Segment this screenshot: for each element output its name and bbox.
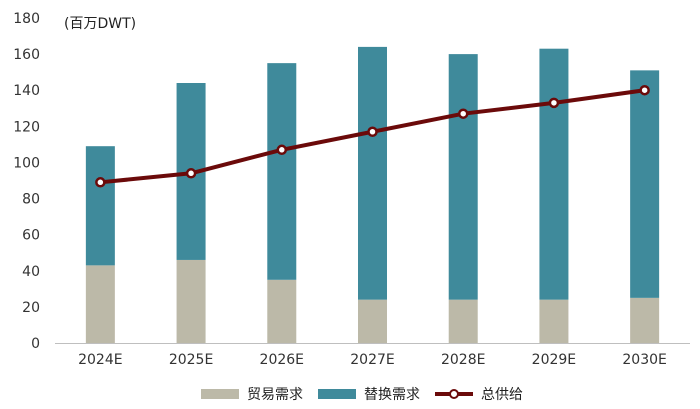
total-supply-point <box>276 144 288 156</box>
y-tick-label: 80 <box>22 192 40 208</box>
total-supply-point <box>639 84 650 96</box>
legend-swatch-trade-demand <box>201 389 239 399</box>
x-tick-label: 2027E <box>350 352 394 368</box>
bar-trade-demand <box>267 279 297 343</box>
x-tick-label: 2030E <box>622 352 666 368</box>
legend-item-total-supply: 总供给 <box>435 382 523 406</box>
bar-replacement-demand <box>267 63 297 280</box>
y-tick-label: 0 <box>31 336 40 352</box>
bar-replacement-demand <box>539 48 569 300</box>
bar-replacement-demand <box>358 46 387 300</box>
legend: 贸易需求 替换需求 总供给 <box>0 382 700 406</box>
x-tick-label: 2029E <box>532 352 576 368</box>
x-tick-label: 2026E <box>260 352 304 368</box>
bar-trade-demand <box>358 299 387 343</box>
x-tick-label: 2025E <box>169 352 213 368</box>
bar-replacement-demand <box>448 54 478 300</box>
y-tick-label: 100 <box>13 155 40 171</box>
total-supply-point <box>548 97 560 109</box>
y-tick-label: 120 <box>13 119 40 135</box>
bar-trade-demand <box>176 259 206 343</box>
bar-trade-demand <box>630 297 660 343</box>
y-tick-label: 140 <box>13 83 40 99</box>
bar-trade-demand <box>85 265 115 343</box>
bar-replacement-demand <box>85 146 115 266</box>
y-tick-label: 60 <box>22 228 40 244</box>
bar-trade-demand <box>448 299 478 343</box>
total-supply-point <box>95 177 106 188</box>
legend-item-replacement-demand: 替换需求 <box>318 382 420 406</box>
bar-trade-demand <box>539 299 569 343</box>
legend-swatch-replacement-demand <box>318 389 356 399</box>
total-supply-point <box>457 108 469 119</box>
legend-label-total-supply: 总供给 <box>481 387 523 403</box>
chart-svg: 0 20 40 60 80 100 120 140 160 180 2024E 2025E 2026E 2… <box>13 11 690 368</box>
legend-item-trade-demand: 贸易需求 <box>201 382 303 406</box>
unit-label: (百万DWT) <box>64 16 137 32</box>
total-supply-point <box>367 126 378 137</box>
y-tick-label: 160 <box>13 47 40 63</box>
total-supply-point <box>185 168 197 179</box>
x-tick-label: 2028E <box>441 352 485 368</box>
legend-label-replacement-demand: 替换需求 <box>364 387 420 403</box>
legend-swatch-total-supply <box>435 388 473 400</box>
y-tick-label: 20 <box>22 300 40 316</box>
legend-label-trade-demand: 贸易需求 <box>247 387 303 403</box>
y-tick-label: 180 <box>13 11 40 27</box>
bar-replacement-demand <box>630 70 660 298</box>
x-tick-label: 2024E <box>78 352 122 368</box>
y-tick-label: 40 <box>22 264 40 280</box>
